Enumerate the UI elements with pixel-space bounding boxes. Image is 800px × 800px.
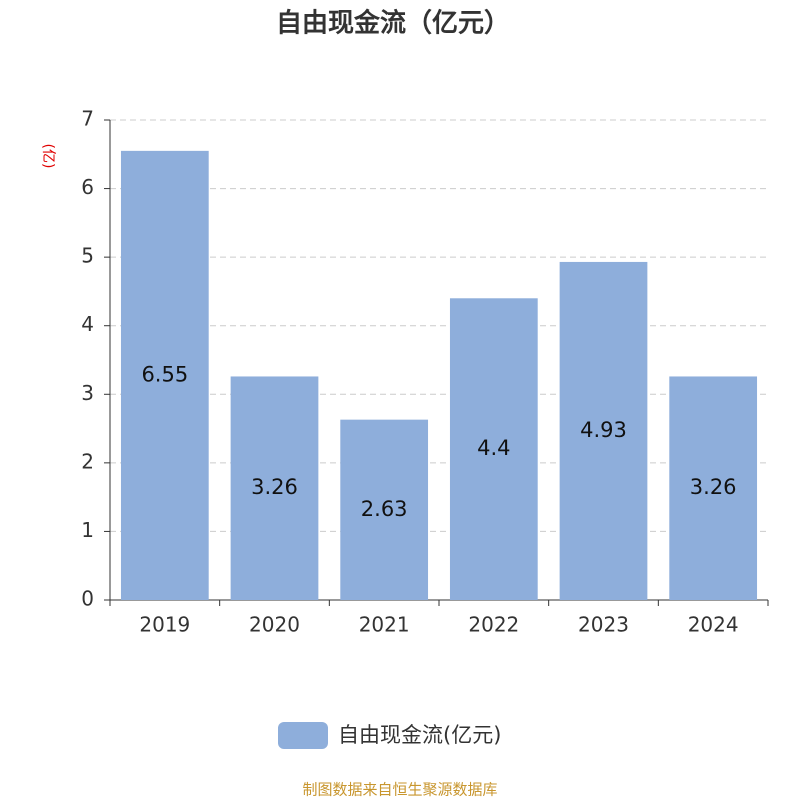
x-tick-label: 2020 <box>249 613 300 637</box>
x-tick-label: 2024 <box>688 613 739 637</box>
chart-title: 自由现金流（亿元） <box>276 8 510 39</box>
y-tick-label: 1 <box>81 518 94 542</box>
x-tick-label: 2021 <box>359 613 410 637</box>
bar <box>669 376 758 600</box>
y-axis-label: (亿) <box>40 144 56 169</box>
value-label: 6.55 <box>141 362 188 386</box>
y-tick-label: 4 <box>81 312 94 336</box>
value-label: 3.26 <box>251 475 298 499</box>
bar <box>340 419 429 600</box>
y-tick-label: 5 <box>81 244 94 268</box>
bar <box>120 150 209 600</box>
x-tick-label: 2022 <box>468 613 519 637</box>
bar <box>559 261 648 600</box>
y-tick-label: 0 <box>81 587 94 611</box>
y-tick-label: 6 <box>81 175 94 199</box>
legend-swatch <box>278 722 328 749</box>
source-note: 制图数据来自恒生聚源数据库 <box>302 781 497 799</box>
y-tick-label: 3 <box>81 381 94 405</box>
value-label: 4.4 <box>477 436 510 460</box>
value-label: 3.26 <box>690 475 737 499</box>
y-tick-label: 7 <box>81 107 94 131</box>
bar <box>230 376 319 600</box>
x-tick-label: 2023 <box>578 613 629 637</box>
y-tick-label: 2 <box>81 449 94 473</box>
value-label: 4.93 <box>580 418 627 442</box>
legend-label: 自由现金流(亿元) <box>338 723 501 747</box>
value-label: 2.63 <box>361 497 408 521</box>
bar <box>449 298 538 600</box>
x-tick-label: 2019 <box>139 613 190 637</box>
